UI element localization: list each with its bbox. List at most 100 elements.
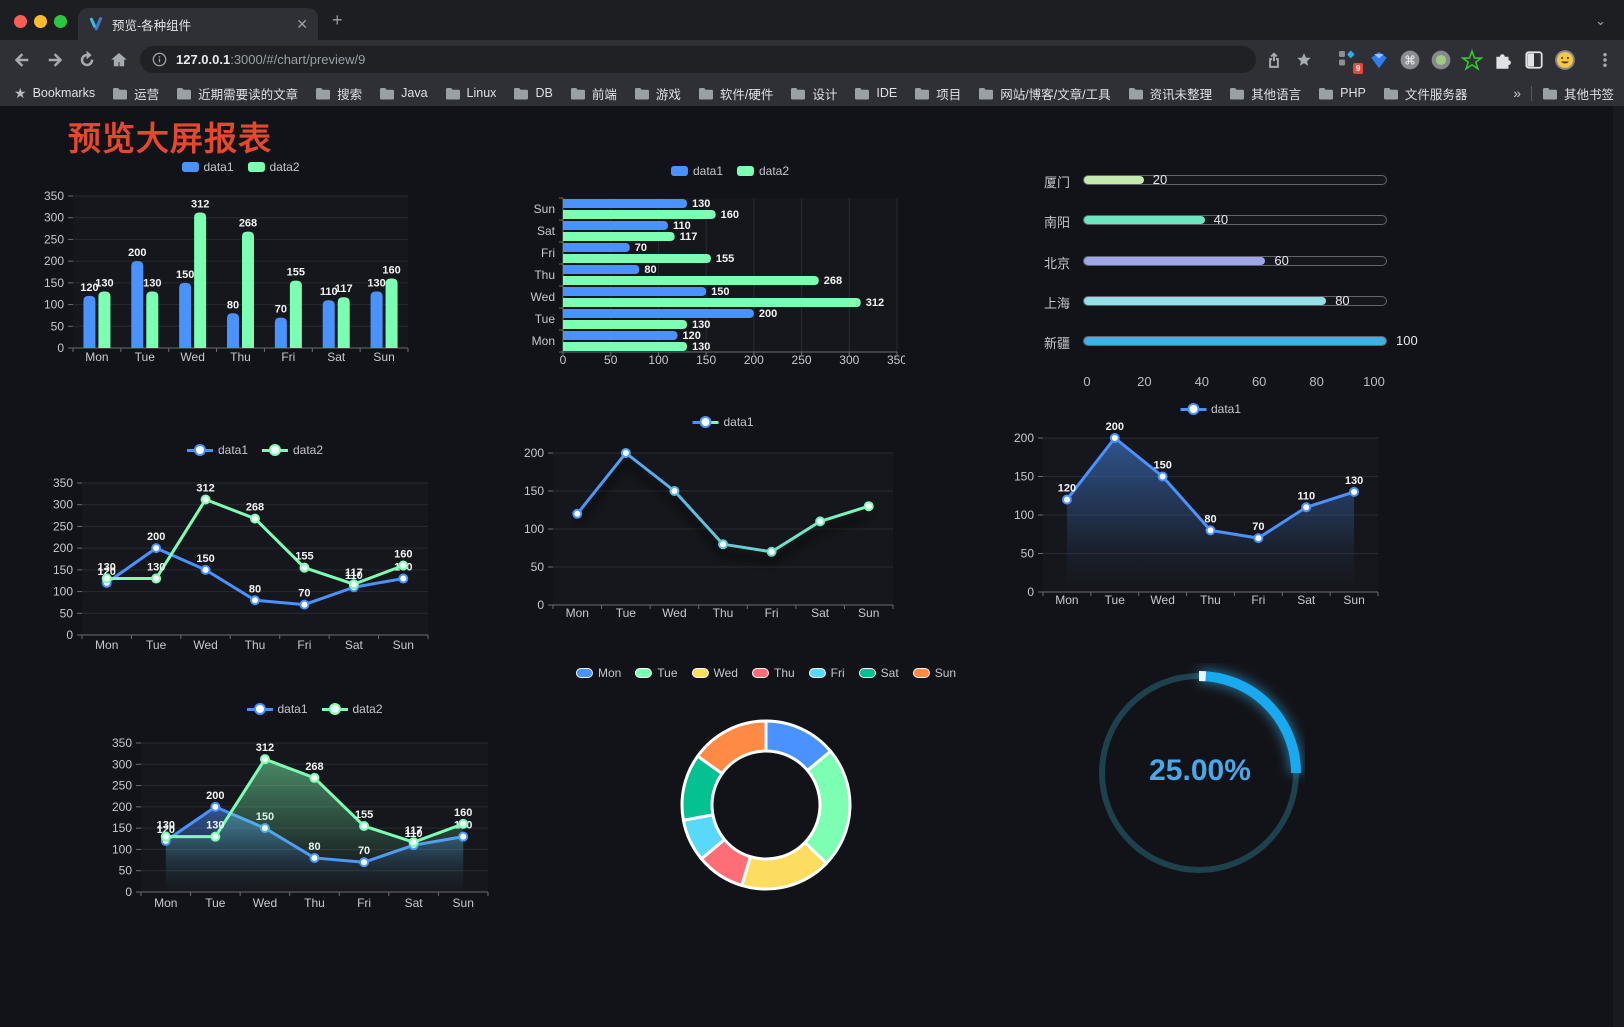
bookmark-item[interactable]: 软件/硬件 <box>698 84 773 103</box>
forward-icon[interactable] <box>45 50 65 70</box>
legend-item-data2[interactable]: data2 <box>321 702 383 716</box>
point-value-label: 312 <box>196 483 214 495</box>
tab-close-icon[interactable]: ✕ <box>296 16 308 32</box>
svg-text:Tue: Tue <box>135 350 156 364</box>
bar-value-label: 268 <box>824 275 842 287</box>
chart-horizontal-bar: 0 50 100 150 200 250 300 350 Sun 130 160 Sat 110 117 F… <box>505 160 905 372</box>
point-value-label: 200 <box>1106 421 1124 433</box>
bookmark-item[interactable]: 近期需要读的文章 <box>176 84 298 103</box>
pie-segment-Sun[interactable] <box>696 719 768 776</box>
bookmark-item[interactable]: Java <box>379 86 428 100</box>
folder-icon <box>316 87 331 99</box>
legend-item-data2[interactable]: data2 <box>247 160 300 174</box>
legend-item-data2[interactable]: data2 <box>262 443 323 457</box>
legend-item-data2[interactable]: data2 <box>737 164 789 178</box>
progress-label: 厦门 <box>1043 175 1070 190</box>
legend-item-Tue[interactable]: Tue <box>635 666 678 680</box>
legend-item-data1[interactable]: data1 <box>670 164 723 178</box>
svg-text:Thu: Thu <box>713 606 734 620</box>
chart-canvas: 0 50 100 150 200 250 300 350 Mon Tue Wed Thu Fri Sat S… <box>44 189 409 364</box>
progress-label: 南阳 <box>1043 215 1070 230</box>
legend-item-Thu[interactable]: Thu <box>751 666 795 680</box>
bookmarks-overflow-chevron[interactable]: » <box>1513 85 1521 101</box>
bar-value-label: 155 <box>287 267 305 279</box>
dark-mode-toggle-icon[interactable] <box>1523 49 1545 71</box>
share-icon[interactable] <box>1265 51 1283 69</box>
legend-item-data1[interactable]: data1 <box>186 443 248 457</box>
site-info-icon[interactable] <box>152 52 167 67</box>
legend-item-data1[interactable]: data1 <box>181 160 234 174</box>
bookmarks-root[interactable]: ★ Bookmarks <box>14 86 95 100</box>
pie-segment-Wed[interactable] <box>740 840 828 891</box>
bar-value-label: 110 <box>673 220 691 232</box>
bookmark-item[interactable]: 前端 <box>570 84 617 103</box>
bookmark-star-icon[interactable] <box>1295 51 1313 69</box>
bookmark-item[interactable]: IDE <box>854 86 897 100</box>
legend-item-Mon[interactable]: Mon <box>575 666 621 680</box>
back-icon[interactable] <box>12 50 32 70</box>
scrollbar[interactable] <box>1613 106 1624 1027</box>
chart-legend: data1 data2 <box>181 160 300 174</box>
bookmarks-root-label: Bookmarks <box>32 86 96 100</box>
extension-gem-icon[interactable] <box>1368 49 1390 71</box>
bookmark-item[interactable]: 网站/博客/文章/工具 <box>978 84 1111 103</box>
window-close-button[interactable] <box>14 15 27 28</box>
legend-item-data1[interactable]: data1 <box>692 415 754 429</box>
legend-item-Sun[interactable]: Sun <box>912 666 956 680</box>
bookmark-item[interactable]: 运营 <box>112 84 159 103</box>
bookmark-item[interactable]: 其他语言 <box>1229 84 1301 103</box>
bookmark-item[interactable]: 项目 <box>914 84 961 103</box>
legend-item-Sat[interactable]: Sat <box>858 666 899 680</box>
extensions-puzzle-icon[interactable] <box>1492 49 1514 71</box>
legend-label: Fri <box>830 666 845 680</box>
reload-icon[interactable] <box>77 50 97 70</box>
bookmark-item[interactable]: 文件服务器 <box>1383 84 1467 103</box>
legend-item-Fri[interactable]: Fri <box>808 666 845 680</box>
url-bar[interactable]: 127.0.0.1:3000/#/chart/preview/9 <box>140 46 1256 73</box>
legend-swatch <box>635 668 653 678</box>
point-value-label: 312 <box>256 742 274 754</box>
browser-tab[interactable]: 预览-各种组件 ✕ <box>78 8 318 40</box>
data-point <box>210 831 221 842</box>
legend-label: data2 <box>269 160 300 174</box>
bookmark-item[interactable]: 搜索 <box>315 84 362 103</box>
window-minimize-button[interactable] <box>34 15 47 28</box>
extension-grid-icon[interactable]: 9 <box>1337 49 1363 74</box>
legend-item-data1[interactable]: data1 <box>1179 402 1241 416</box>
extension-green-dot-icon[interactable] <box>1430 49 1452 71</box>
bar-data1 <box>322 300 335 348</box>
chart-gauge: 25.00% <box>1095 663 1305 885</box>
other-bookmarks[interactable]: 其他书签 <box>1542 84 1614 103</box>
bar-value-label: 150 <box>711 286 729 298</box>
progress-fill <box>1084 257 1266 265</box>
legend-item-data1[interactable]: data1 <box>246 702 308 716</box>
point-value-label: 130 <box>98 562 116 574</box>
tab-search-chevron-icon[interactable]: ⌄ <box>1595 13 1606 28</box>
legend-item-Wed[interactable]: Wed <box>691 666 738 680</box>
bookmark-item[interactable]: 资讯未整理 <box>1128 84 1212 103</box>
progress-label: 上海 <box>1043 296 1070 311</box>
extension-star-icon[interactable] <box>1461 49 1483 71</box>
bookmark-item[interactable]: 设计 <box>790 84 837 103</box>
home-icon[interactable] <box>109 50 129 70</box>
folder-icon <box>1230 87 1245 99</box>
bookmark-item[interactable]: 游戏 <box>634 84 681 103</box>
bookmark-item[interactable]: PHP <box>1318 86 1366 100</box>
menu-dots-icon[interactable] <box>1596 51 1614 69</box>
new-tab-button[interactable]: + <box>332 10 343 30</box>
point-value-label: 130 <box>206 820 224 832</box>
bookmark-item[interactable]: DB <box>513 86 553 100</box>
extension-command-icon[interactable]: ⌘ <box>1399 49 1421 71</box>
svg-text:Fri: Fri <box>357 896 371 910</box>
bar-value-label: 155 <box>716 253 734 265</box>
point-value-label: 150 <box>196 553 214 565</box>
window-zoom-button[interactable] <box>54 15 67 28</box>
bookmark-item[interactable]: Linux <box>445 86 496 100</box>
area-fill <box>1066 438 1355 592</box>
toolbar: 127.0.0.1:3000/#/chart/preview/9 9 ⌘ <box>0 40 1624 80</box>
svg-text:Mon: Mon <box>85 350 108 364</box>
pie-segment-Tue[interactable] <box>803 749 852 865</box>
data-point <box>101 573 112 584</box>
emoji-extension-icon[interactable] <box>1554 49 1576 71</box>
axis-tick-label: 80 <box>1309 374 1324 389</box>
